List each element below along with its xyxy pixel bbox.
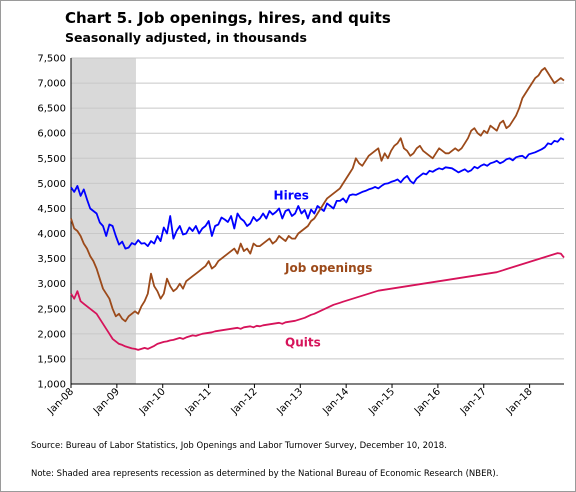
series-label-quits: Quits — [285, 335, 321, 349]
series-label-job-openings: Job openings — [284, 261, 372, 275]
y-tick-label: 7,500 — [37, 54, 66, 65]
x-tick-label: Jan-18 — [504, 386, 535, 417]
plot-area — [71, 58, 564, 384]
x-tick-label: Jan-16 — [412, 386, 443, 417]
y-tick-label: 3,000 — [37, 279, 66, 290]
x-tick-label: Jan-15 — [366, 386, 397, 417]
y-tick-label: 2,000 — [37, 329, 66, 340]
series-line-quits — [70, 252, 565, 351]
y-tick-label: 5,500 — [37, 154, 66, 165]
series-label-hires: Hires — [274, 188, 309, 202]
chart-title: Chart 5. Job openings, hires, and quits — [65, 9, 391, 27]
y-tick-label: 5,000 — [37, 179, 66, 190]
chart-subtitle: Seasonally adjusted, in thousands — [65, 30, 307, 45]
series-line-hires — [70, 137, 565, 250]
x-tick-label: Jan-14 — [320, 386, 351, 417]
x-tick-label: Jan-10 — [137, 386, 168, 417]
y-tick-label: 3,500 — [37, 254, 66, 265]
source-note: Source: Bureau of Labor Statistics, Job … — [31, 441, 447, 451]
y-tick-label: 4,500 — [37, 204, 66, 215]
series-line-job-openings — [70, 67, 565, 323]
x-tick-label: Jan-11 — [183, 386, 214, 417]
x-tick-label: Jan-13 — [274, 386, 305, 417]
x-tick-label: Jan-08 — [45, 386, 76, 417]
recession-shading — [71, 58, 136, 384]
y-tick-label: 7,000 — [37, 79, 66, 90]
y-tick-label: 2,500 — [37, 304, 66, 315]
y-tick-label: 4,000 — [37, 229, 66, 240]
x-tick-label: Jan-12 — [229, 386, 260, 417]
y-tick-label: 6,000 — [37, 129, 66, 140]
line-chart: 1,000 1,500 2,000 2,500 3,000 3,500 4,000 4,500… — [37, 54, 565, 417]
y-tick-label: 6,500 — [37, 104, 66, 115]
x-tick-label: Jan-09 — [91, 386, 122, 417]
x-tick-label: Jan-17 — [458, 386, 489, 417]
y-tick-label: 1,000 — [37, 380, 66, 391]
y-tick-label: 1,500 — [37, 354, 66, 365]
recession-note: Note: Shaded area represents recession a… — [31, 469, 499, 479]
